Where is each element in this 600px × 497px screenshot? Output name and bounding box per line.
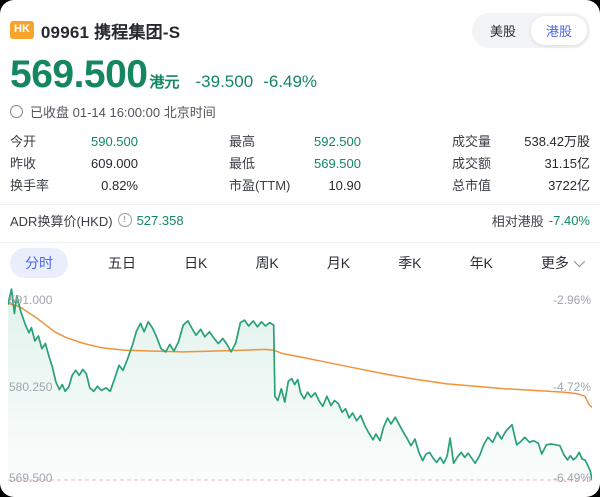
tab-daily-k[interactable]: 日K: [184, 255, 208, 271]
stat-value: 31.15亿: [544, 156, 590, 171]
stat-volume: 成交量 538.42万股: [452, 131, 590, 153]
stat-prev-close: 昨收 609.000: [10, 153, 138, 175]
stock-identity: HK 09961 携程集团-S: [10, 18, 180, 43]
tab-us-market[interactable]: 美股: [489, 23, 516, 39]
stats-column-1: 今开 590.500 昨收 609.000 换手率 0.82%: [10, 131, 138, 197]
stat-value: 569.500: [314, 156, 361, 171]
tab-intraday[interactable]: 分时: [10, 248, 68, 278]
stat-low: 最低 569.500: [229, 153, 361, 175]
stat-high: 最高 592.500: [229, 131, 361, 153]
header: HK 09961 携程集团-S 美股 港股: [0, 0, 600, 48]
x-axis: 09:30 12:00/13:00 16:00: [8, 492, 592, 497]
market-status-icon: [10, 105, 23, 118]
intraday-chart[interactable]: 591.000 580.250 569.500 -2.96% -4.72% -6…: [8, 285, 592, 490]
tab-weekly-k[interactable]: 周K: [255, 255, 279, 271]
stat-label: 成交额: [452, 156, 492, 171]
tab-hk-market[interactable]: 港股: [530, 15, 587, 45]
relative-hk-value: -7.40%: [548, 212, 590, 228]
price-change: -39.500: [195, 72, 254, 91]
tab-5day[interactable]: 五日: [108, 255, 137, 271]
stat-pe-ttm: 市盈(TTM) 10.90: [229, 175, 361, 197]
stat-market-cap: 总市值 3722亿: [452, 175, 590, 197]
adr-label: ADR换算价(HKD): [10, 213, 113, 229]
market-switcher: 美股 港股: [471, 12, 590, 48]
stat-value: 0.82%: [101, 178, 138, 193]
stat-value: 10.90: [328, 178, 361, 193]
period-tabs: 分时 五日 日K 周K 月K 季K 年K 更多: [0, 243, 600, 283]
tab-quarterly-k[interactable]: 季K: [398, 255, 422, 271]
divider: [0, 204, 600, 205]
stats-grid: 今开 590.500 昨收 609.000 换手率 0.82% 最高 592.5…: [0, 121, 600, 197]
stat-value: 592.500: [314, 134, 361, 149]
relative-hk: 相对港股 -7.40%: [492, 211, 590, 230]
intraday-chart-canvas[interactable]: [8, 285, 592, 490]
stat-value: 3722亿: [548, 178, 590, 193]
stat-value: 538.42万股: [524, 134, 590, 149]
stat-open: 今开 590.500: [10, 131, 138, 153]
stat-label: 最高: [229, 134, 256, 149]
adr-value: 527.358: [136, 212, 184, 228]
adr-row: ADR换算价(HKD) ! 527.358 相对港股 -7.40%: [0, 205, 600, 235]
stat-label: 昨收: [10, 156, 37, 171]
tab-monthly-k[interactable]: 月K: [326, 255, 351, 271]
stat-label: 成交量: [452, 134, 492, 149]
relative-hk-label: 相对港股: [491, 213, 544, 229]
market-badge: HK: [10, 21, 34, 39]
market-status-row: 已收盘 01-14 16:00:00 北京时间: [0, 94, 600, 121]
stat-label: 换手率: [10, 178, 50, 193]
info-icon[interactable]: !: [117, 213, 132, 227]
stats-column-3: 成交量 538.42万股 成交额 31.15亿 总市值 3722亿: [452, 131, 590, 197]
currency-label: 港元: [149, 74, 180, 91]
price-change-percent: -6.49%: [263, 72, 318, 91]
stats-column-2: 最高 592.500 最低 569.500 市盈(TTM) 10.90: [229, 131, 361, 197]
divider: [0, 242, 600, 243]
tab-more-label: 更多: [540, 255, 569, 271]
market-status-text: 已收盘 01-14 16:00:00 北京时间: [30, 105, 216, 120]
stat-turnover-rate: 换手率 0.82%: [10, 175, 138, 197]
stat-value: 609.000: [91, 156, 138, 171]
current-price: 569.500: [10, 53, 148, 96]
stat-amount: 成交额 31.15亿: [452, 153, 590, 175]
chevron-down-icon: [573, 255, 586, 268]
price-row: 569.500 港元 -39.500 -6.49%: [0, 47, 600, 94]
tab-yearly-k[interactable]: 年K: [469, 255, 493, 271]
stat-label: 总市值: [452, 178, 492, 193]
tab-more[interactable]: 更多: [533, 248, 590, 278]
stat-label: 市盈(TTM): [229, 178, 291, 193]
stat-label: 最低: [229, 156, 256, 171]
adr-conversion: ADR换算价(HKD) ! 527.358: [10, 211, 184, 230]
stock-title: 09961 携程集团-S: [40, 22, 181, 42]
stat-label: 今开: [10, 134, 37, 149]
stat-value: 590.500: [91, 134, 138, 149]
